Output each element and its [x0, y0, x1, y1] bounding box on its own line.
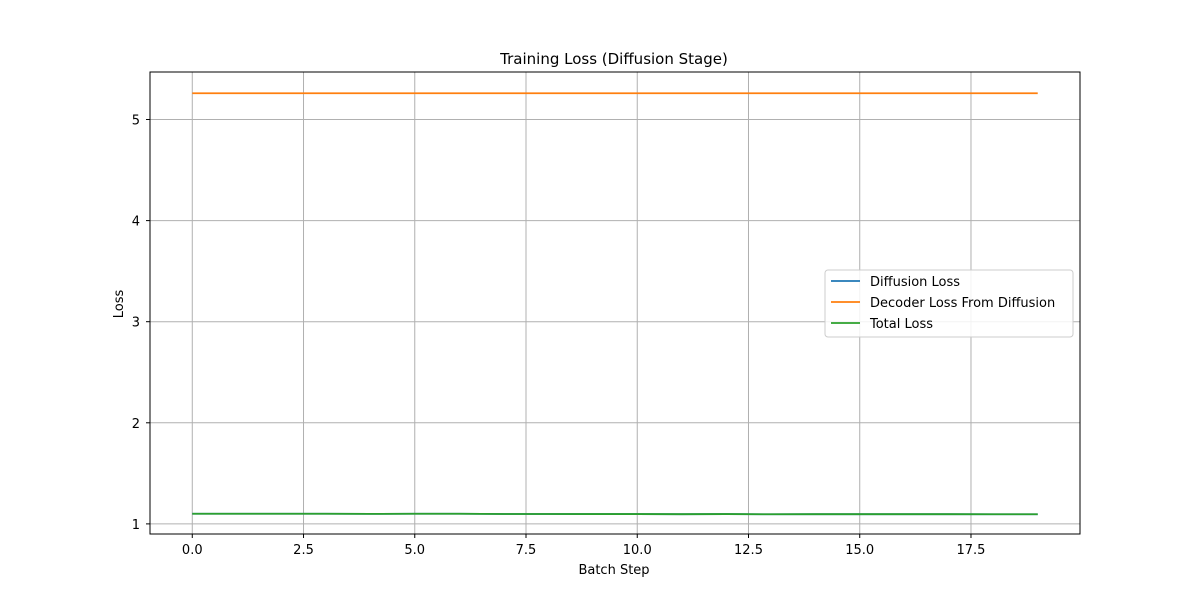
y-tick-label: 4: [132, 215, 140, 230]
x-tick-label: 5.0: [404, 543, 425, 558]
grid-lines: [150, 72, 1080, 534]
x-tick-label: 0.0: [182, 543, 203, 558]
y-tick-label: 2: [132, 417, 140, 432]
legend: Diffusion Loss Decoder Loss From Diffusio…: [824, 269, 1074, 338]
x-tick-label: 2.5: [293, 543, 314, 558]
legend-label-total-loss: Total Loss: [869, 317, 933, 332]
series-lines: [192, 92, 1038, 516]
x-tick-label: 12.5: [734, 543, 763, 558]
legend-label-decoder-loss-from-diffusion: Decoder Loss From Diffusion: [870, 296, 1055, 311]
legend-label-diffusion-loss: Diffusion Loss: [870, 275, 960, 290]
x-tick-label: 15.0: [845, 543, 874, 558]
y-tick-label: 1: [132, 518, 140, 533]
x-tick-label: 7.5: [516, 543, 537, 558]
x-tick-label: 10.0: [623, 543, 652, 558]
chart-title: Training Loss (Diffusion Stage): [499, 50, 728, 68]
x-tick-label: 17.5: [957, 543, 986, 558]
y-axis-ticks: 1 2 3 4 5: [132, 114, 150, 533]
x-axis-label: Batch Step: [578, 563, 649, 578]
x-axis-ticks: 0.0 2.5 5.0 7.5 10.0 12.5 15.0 17.5: [182, 534, 986, 558]
legend-box: [824, 269, 1074, 338]
plot-area-frame: [149, 71, 1081, 535]
series-line-total-loss: [192, 512, 1038, 516]
y-axis-label: Loss: [112, 290, 127, 319]
y-tick-label: 3: [132, 316, 140, 331]
y-tick-label: 5: [132, 114, 140, 129]
